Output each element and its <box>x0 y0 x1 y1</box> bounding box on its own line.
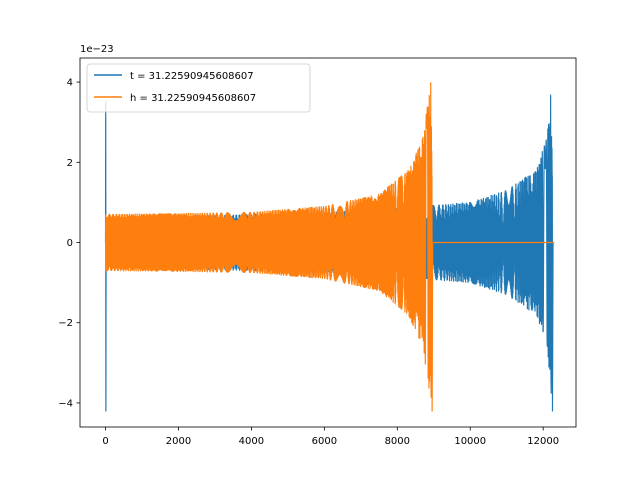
y-axis: −4 −2 0 2 4 <box>58 78 80 409</box>
y-offset-label: 1e−23 <box>80 44 114 55</box>
legend-label-h: h = 31.22590945608607 <box>130 93 256 104</box>
x-tick-label: 2000 <box>166 436 191 447</box>
y-tick-label: −2 <box>58 318 73 329</box>
legend: t = 31.22590945608607 h = 31.22590945608… <box>86 63 311 113</box>
y-tick-label: 4 <box>67 78 73 89</box>
series-group <box>104 82 555 412</box>
x-tick-label: 8000 <box>385 436 410 447</box>
series-line-h <box>104 82 555 412</box>
x-tick-label: 6000 <box>312 436 337 447</box>
y-tick-label: 0 <box>67 238 73 249</box>
legend-box <box>86 63 311 113</box>
x-tick-label: 12000 <box>527 436 559 447</box>
legend-label-t: t = 31.22590945608607 <box>130 71 254 82</box>
x-tick-label: 0 <box>102 436 108 447</box>
x-axis: 0 2000 4000 6000 8000 10000 12000 <box>102 427 559 447</box>
x-tick-label: 4000 <box>239 436 264 447</box>
x-tick-label: 10000 <box>454 436 486 447</box>
y-tick-label: 2 <box>67 158 73 169</box>
y-tick-label: −4 <box>58 398 73 409</box>
